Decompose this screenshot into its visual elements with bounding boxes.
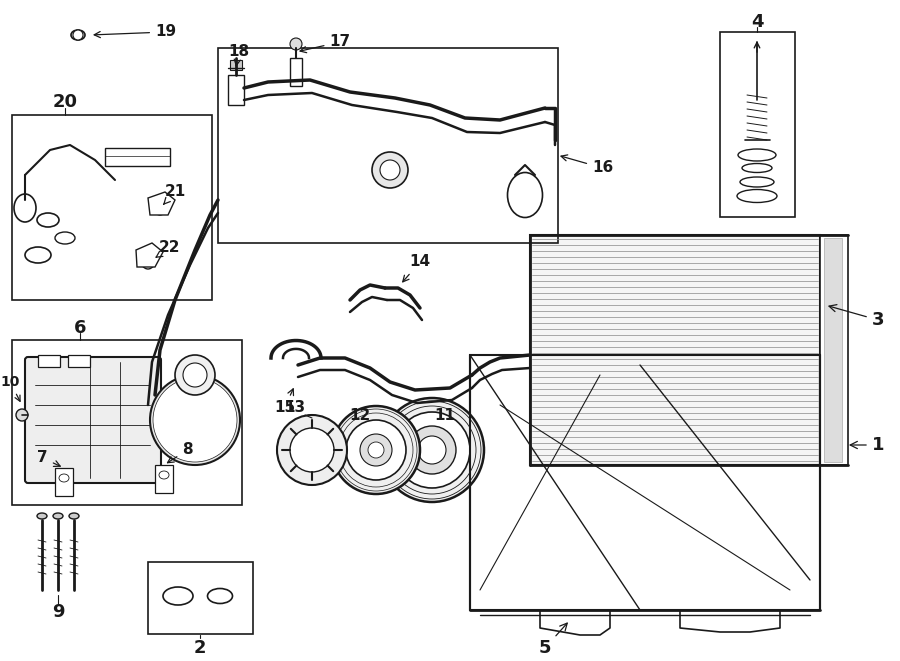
Circle shape (360, 434, 392, 466)
Circle shape (157, 382, 233, 458)
Ellipse shape (740, 177, 774, 187)
Circle shape (290, 428, 334, 472)
Text: 6: 6 (74, 319, 86, 337)
Text: 21: 21 (164, 184, 185, 204)
Ellipse shape (140, 247, 156, 269)
Text: 1: 1 (850, 436, 884, 454)
Text: 7: 7 (38, 451, 60, 467)
Ellipse shape (25, 247, 51, 263)
Text: 4: 4 (751, 13, 763, 31)
Circle shape (185, 410, 205, 430)
Ellipse shape (208, 588, 232, 603)
Ellipse shape (508, 173, 543, 217)
Bar (38, 355, 60, 367)
Ellipse shape (153, 195, 167, 215)
Bar (470, 355, 820, 610)
Circle shape (380, 398, 484, 502)
Bar (105, 148, 170, 166)
Circle shape (332, 406, 420, 494)
Polygon shape (136, 243, 163, 267)
Circle shape (394, 412, 470, 488)
Bar (230, 60, 242, 70)
Bar (55, 468, 73, 496)
Text: 2: 2 (194, 639, 206, 657)
Circle shape (153, 378, 237, 462)
Text: 16: 16 (561, 155, 613, 176)
Ellipse shape (14, 194, 36, 222)
Text: 20: 20 (52, 93, 77, 111)
Text: 9: 9 (52, 603, 64, 621)
Circle shape (73, 30, 83, 40)
Text: 10: 10 (0, 375, 20, 401)
Text: 5: 5 (539, 623, 567, 657)
Polygon shape (148, 192, 175, 215)
Bar (720, 32, 795, 217)
Bar (12, 115, 212, 300)
Ellipse shape (742, 163, 772, 173)
Ellipse shape (71, 30, 85, 40)
Text: 22: 22 (156, 241, 181, 257)
Circle shape (368, 442, 384, 458)
Bar (530, 235, 820, 465)
Text: 8: 8 (167, 442, 193, 463)
Text: 12: 12 (349, 407, 371, 422)
Ellipse shape (53, 513, 63, 519)
FancyBboxPatch shape (25, 357, 161, 483)
Bar (12, 340, 242, 505)
Bar (824, 238, 842, 462)
Ellipse shape (16, 409, 28, 421)
Text: 15: 15 (274, 389, 295, 416)
Text: 14: 14 (402, 254, 430, 282)
Text: 19: 19 (94, 24, 176, 40)
Ellipse shape (159, 471, 169, 479)
Bar (228, 75, 244, 105)
Ellipse shape (37, 513, 47, 519)
Bar (68, 355, 90, 367)
Circle shape (408, 426, 456, 474)
Bar (290, 58, 302, 86)
Circle shape (277, 415, 347, 485)
Circle shape (380, 160, 400, 180)
Ellipse shape (59, 474, 69, 482)
Circle shape (165, 390, 225, 450)
Text: 17: 17 (300, 34, 351, 53)
Circle shape (346, 420, 406, 480)
Bar (218, 48, 558, 243)
Circle shape (175, 355, 215, 395)
Ellipse shape (738, 149, 776, 161)
Ellipse shape (37, 213, 59, 227)
Text: 13: 13 (284, 401, 306, 416)
Bar (820, 235, 848, 465)
Ellipse shape (737, 190, 777, 202)
Ellipse shape (163, 587, 193, 605)
Circle shape (150, 375, 240, 465)
Bar (155, 465, 173, 493)
Text: 3: 3 (829, 305, 884, 329)
Text: 11: 11 (435, 407, 455, 422)
Circle shape (290, 38, 302, 50)
Bar (148, 562, 253, 634)
Ellipse shape (55, 232, 75, 244)
Text: 18: 18 (228, 44, 249, 65)
Circle shape (372, 152, 408, 188)
Circle shape (418, 436, 446, 464)
Ellipse shape (69, 513, 79, 519)
Circle shape (183, 363, 207, 387)
